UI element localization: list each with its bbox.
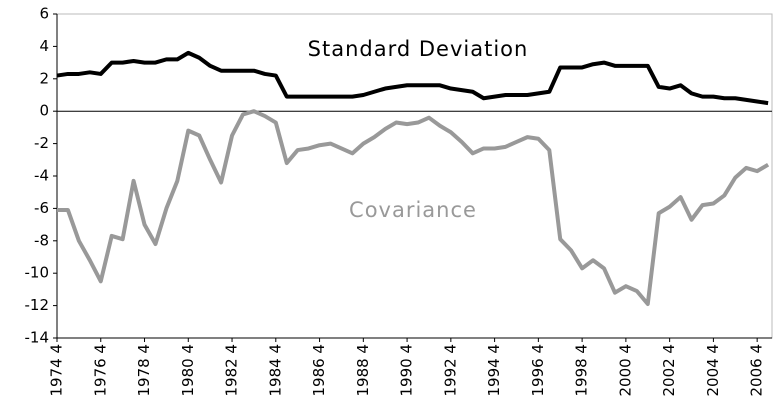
x-tick-label: 2000 4	[616, 344, 634, 397]
y-tick-label: 0	[39, 102, 49, 120]
series-label: Covariance	[349, 198, 477, 222]
y-tick-label: -8	[34, 231, 49, 249]
x-tick-label: 2004 4	[704, 344, 722, 397]
x-tick-label: 2002 4	[660, 344, 678, 397]
y-tick-label: 2	[39, 69, 49, 87]
x-tick-label: 1976 4	[91, 344, 109, 397]
x-tick-label: 1980 4	[179, 344, 197, 397]
x-tick-label: 1988 4	[354, 344, 372, 397]
y-tick-label: -14	[25, 329, 50, 347]
x-tick-label: 1974 4	[48, 344, 66, 397]
x-tick-label: 2006 4	[748, 344, 766, 397]
line-series	[56, 50, 769, 106]
line-series	[57, 109, 770, 306]
x-tick-label: 1990 4	[398, 344, 416, 397]
y-tick-label: -4	[34, 167, 49, 185]
x-tick-label: 1986 4	[310, 344, 328, 397]
y-tick-label: -6	[34, 199, 49, 217]
series-label: Standard Deviation	[308, 37, 529, 61]
x-tick-label: 1978 4	[135, 344, 153, 397]
y-tick-label: 6	[39, 5, 49, 23]
x-tick-label: 1984 4	[266, 344, 284, 397]
x-tick-label: 1992 4	[441, 344, 459, 397]
y-tick-label: -12	[25, 296, 50, 314]
plot-frame	[56, 13, 773, 339]
y-tick-label: -10	[25, 264, 50, 282]
x-tick-label: 1996 4	[529, 344, 547, 397]
x-tick-label: 1998 4	[573, 344, 591, 397]
y-tick-label: 4	[39, 37, 49, 55]
y-tick-label: -2	[34, 134, 49, 152]
x-tick-label: 1994 4	[485, 344, 503, 397]
x-tick-label: 1982 4	[223, 344, 241, 397]
